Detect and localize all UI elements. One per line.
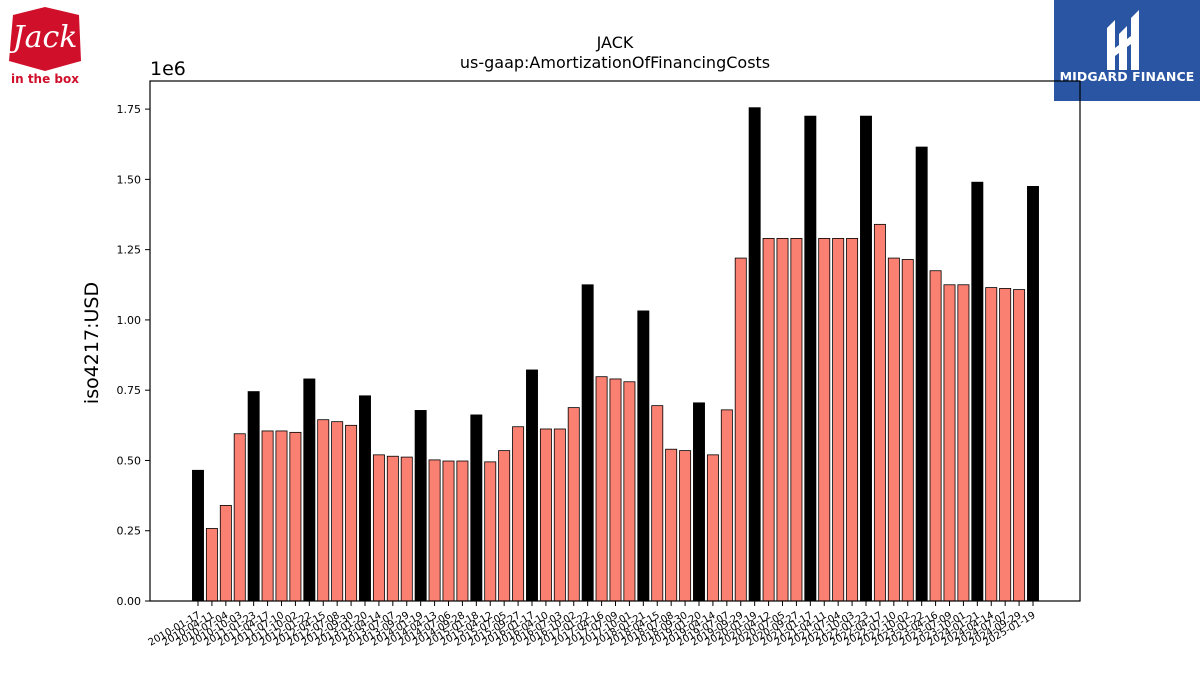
y-tick-label: 1.00 — [117, 314, 142, 327]
bar-2013-04-14 — [372, 454, 385, 602]
bar-2022-07-10 — [887, 257, 900, 602]
bar-2016-10-02 — [567, 407, 580, 602]
bar-2016-04-10 — [539, 428, 552, 602]
y-axis-ticks: 0.00 0.25 0.50 0.75 1.00 1.25 1.50 1.75 — [117, 103, 150, 608]
y-tick-label: 0.75 — [117, 384, 142, 397]
bar-2014-01-19 — [414, 410, 427, 602]
bar-2016-01-17 — [526, 369, 538, 602]
chart-subtitle: us-gaap:AmortizationOfFinancingCosts — [460, 53, 770, 72]
y-axis-offset-text: 1e6 — [150, 58, 186, 80]
bar-2010-01-17 — [192, 469, 204, 602]
bar-2013-09-29 — [400, 456, 413, 602]
bar-2010-04-11 — [205, 528, 218, 602]
y-tick-label: 0.25 — [117, 525, 142, 538]
bar-2019-09-29 — [734, 257, 747, 602]
bar-2011-07-10 — [275, 430, 288, 602]
bar-2024-01-21 — [971, 181, 984, 602]
bar-2020-09-27 — [790, 238, 803, 602]
bar-2010-10-03 — [233, 433, 246, 602]
bar-2022-10-02 — [901, 259, 914, 602]
bar-2021-01-17 — [804, 115, 817, 602]
bar-2012-01-22 — [303, 378, 316, 602]
bar-2012-07-08 — [331, 421, 344, 602]
y-tick-label: 1.25 — [117, 244, 142, 257]
midgard-finance-name: MIDGARD FINANCE — [1059, 69, 1195, 84]
bar-2019-07-07 — [720, 409, 733, 602]
bar-2022-01-23 — [860, 115, 872, 602]
bar-2020-01-19 — [748, 107, 761, 602]
plot-frame — [149, 80, 1081, 602]
bar-2018-04-15 — [651, 405, 664, 602]
y-axis-label: iso4217:USD — [81, 282, 103, 404]
bar-series — [192, 107, 1039, 602]
bar-2024-09-29 — [1013, 289, 1026, 602]
bar-2024-07-07 — [999, 288, 1012, 602]
bar-2023-01-22 — [915, 146, 928, 602]
bar-2020-07-05 — [776, 238, 789, 602]
bar-2020-04-12 — [762, 238, 775, 602]
bar-2017-04-16 — [595, 376, 608, 602]
bar-2011-10-02 — [289, 431, 302, 602]
svg-text:Jack: Jack — [7, 20, 78, 55]
bar-2016-07-03 — [553, 428, 566, 602]
bar-2018-07-08 — [665, 448, 678, 602]
bar-2011-01-23 — [247, 391, 260, 602]
bar-2014-09-28 — [456, 460, 469, 602]
bar-2023-07-09 — [943, 284, 956, 602]
y-tick-label: 0.00 — [117, 595, 142, 608]
midgard-finance-logo: MIDGARD FINANCE — [1054, 0, 1200, 101]
y-tick-label: 1.75 — [117, 103, 142, 116]
bar-2023-04-16 — [929, 270, 942, 602]
bar-2024-04-14 — [985, 287, 998, 602]
bar-2019-04-14 — [706, 454, 719, 602]
x-axis-ticks: 2010-01-172010-04-112010-07-042010-10-03… — [147, 601, 1038, 649]
bar-2021-10-03 — [846, 238, 859, 602]
bar-2023-10-01 — [957, 284, 970, 602]
y-tick-label: 0.50 — [117, 454, 142, 467]
bar-2012-09-30 — [345, 424, 358, 602]
jack-in-the-box-logo: Jack in the box — [5, 5, 85, 87]
chart-title: JACK — [596, 33, 634, 52]
bar-2018-01-21 — [637, 310, 650, 602]
bar-2013-07-07 — [386, 455, 399, 602]
bar-2015-04-12 — [484, 461, 497, 602]
y-tick-label: 1.50 — [117, 173, 142, 186]
bar-2025-01-19 — [1027, 186, 1039, 602]
svg-text:in the box: in the box — [11, 72, 79, 86]
bar-2017-07-09 — [609, 378, 622, 602]
bar-2022-04-17 — [873, 223, 886, 602]
bar-2015-09-27 — [512, 426, 525, 602]
bar-2021-07-04 — [832, 238, 845, 602]
bar-2012-04-15 — [317, 419, 330, 602]
bar-2015-01-18 — [470, 414, 483, 602]
bar-2019-01-20 — [693, 402, 705, 602]
bar-2017-10-01 — [623, 381, 636, 602]
bar-2011-04-17 — [261, 430, 274, 602]
bar-2015-07-05 — [498, 450, 511, 602]
bar-2014-04-13 — [428, 459, 441, 602]
bar-2018-09-30 — [679, 450, 692, 602]
bar-2010-07-04 — [219, 505, 232, 602]
bar-2014-07-06 — [442, 460, 455, 602]
bar-2017-01-22 — [581, 284, 594, 602]
bar-2021-04-11 — [818, 238, 831, 602]
bar-2013-01-20 — [359, 395, 371, 602]
